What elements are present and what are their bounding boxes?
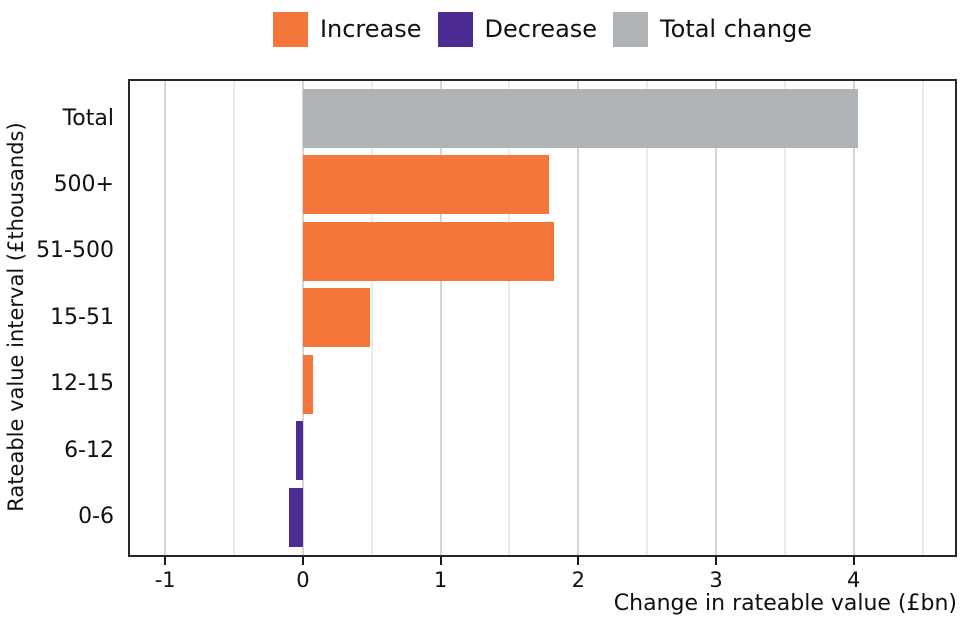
x-tick-label: 3 [709,568,723,592]
legend-label: Increase [319,15,422,43]
y-tick-label: 15-51 [50,304,114,330]
major-gridline [439,79,442,557]
y-tick-label: 500+ [53,171,114,197]
legend-label: Total change [660,15,813,43]
x-tick-mark [852,557,855,565]
major-gridline [164,79,167,557]
minor-gridline [508,79,511,557]
legend-entry-total-change: Total change [613,10,812,48]
major-gridline [577,79,580,557]
minor-gridline [370,79,373,557]
legend-label: Decrease [484,15,598,43]
plot-area [128,79,957,557]
x-tick-label: -1 [154,568,176,592]
x-tick-label: 2 [571,568,585,592]
y-tick-label: 51-500 [36,238,114,264]
major-gridline [715,79,717,557]
x-tick-mark [715,557,717,565]
minor-gridline [783,79,786,557]
x-tick-mark [164,557,167,565]
x-tick-mark [577,557,580,565]
y-tick-label: 0-6 [78,504,114,530]
y-tick-label: 6-12 [64,437,114,463]
bar-500- [302,155,550,215]
legend-entry-increase: Increase [272,10,422,48]
bar-15-51 [302,288,371,348]
bar-51-500 [302,221,554,281]
x-axis-title: Change in rateable value (£bn) [613,591,957,616]
x-tick-label: 1 [433,568,448,592]
bar-0-6 [289,487,303,547]
chart-legend: Increase Decrease Total change [128,10,957,48]
legend-entry-decrease: Decrease [437,10,598,48]
bar-total [302,89,858,148]
x-tick-label: 0 [296,568,310,592]
major-gridline [852,79,855,557]
minor-gridline [233,79,236,557]
plot-frame [128,79,957,557]
legend-swatch-decrease [437,11,473,47]
legend-swatch-increase [272,11,308,47]
y-tick-label: 12-15 [50,371,114,397]
y-tick-label: Total [62,105,114,131]
minor-gridline [921,79,924,557]
x-tick-mark [439,557,442,565]
legend-swatch-total-change [613,11,649,47]
bar-6-12 [296,421,303,481]
x-tick-label: 4 [847,568,861,592]
minor-gridline [646,79,649,557]
bar-12-15 [302,354,313,414]
x-tick-mark [301,557,304,565]
